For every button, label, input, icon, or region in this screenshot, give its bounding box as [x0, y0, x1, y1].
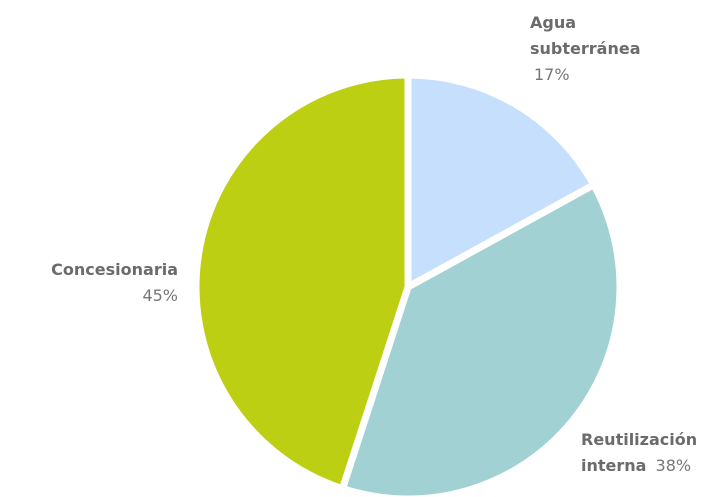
- category-name: Concesionaria: [51, 260, 178, 279]
- slice-label: Reutilización interna 38%: [581, 427, 716, 479]
- value-label: 17%: [534, 65, 570, 84]
- slice-label: Agua subterránea 17%: [530, 10, 680, 88]
- pie-slice: [192, 71, 412, 494]
- pie-slice: [338, 180, 624, 497]
- slice-label: Concesionaria 45%: [18, 257, 178, 309]
- category-name: Agua subterránea: [530, 13, 641, 58]
- value-label: 38%: [655, 456, 692, 475]
- category-name: Reutilización interna: [581, 430, 698, 475]
- value-label: 45%: [142, 286, 178, 305]
- pie-slice: [404, 71, 599, 293]
